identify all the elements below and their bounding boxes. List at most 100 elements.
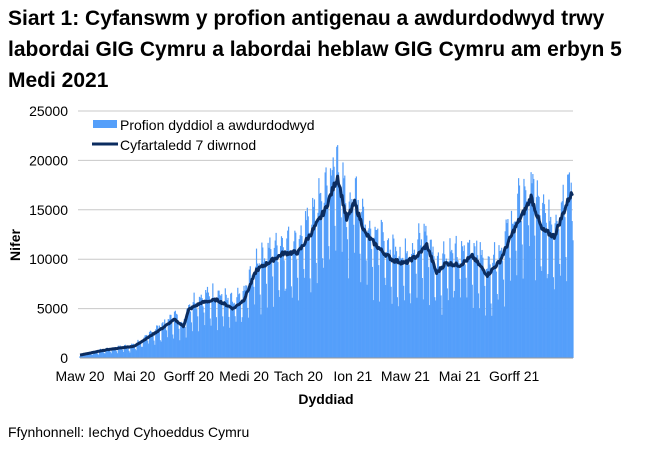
daily-bar — [259, 294, 261, 358]
daily-bar — [178, 328, 180, 358]
daily-bar — [336, 146, 338, 358]
daily-bar — [284, 290, 286, 358]
daily-bar — [126, 346, 128, 358]
daily-bar — [555, 214, 557, 358]
daily-bar — [443, 241, 445, 358]
daily-bar — [236, 297, 238, 358]
daily-bar — [244, 290, 246, 358]
daily-bar — [536, 180, 538, 358]
daily-bar — [212, 283, 214, 358]
daily-bar — [546, 278, 548, 358]
daily-bar — [313, 199, 316, 358]
daily-bar — [79, 356, 81, 358]
daily-bar — [272, 306, 275, 358]
daily-bar — [358, 220, 360, 358]
daily-bar — [299, 235, 301, 358]
daily-bar — [370, 248, 373, 358]
daily-bar — [476, 240, 478, 358]
daily-bar — [534, 235, 536, 358]
x-tick-label: Maw 20 — [55, 368, 104, 384]
daily-bar — [90, 354, 93, 358]
daily-bar — [496, 294, 498, 358]
daily-bar — [334, 225, 336, 358]
daily-bar — [185, 337, 187, 358]
daily-bar — [419, 232, 421, 358]
daily-bar — [290, 286, 292, 358]
daily-bar — [270, 249, 272, 358]
daily-bar — [347, 278, 349, 358]
daily-bar — [448, 260, 450, 358]
y-axis-label: Nifer — [7, 229, 23, 261]
daily-bar — [353, 252, 356, 358]
daily-bar — [193, 292, 195, 358]
daily-bar — [418, 223, 420, 358]
daily-bar — [521, 244, 523, 358]
daily-bar — [98, 354, 100, 358]
daily-bar — [262, 247, 264, 358]
daily-bar — [312, 206, 315, 358]
daily-bar — [519, 213, 521, 358]
daily-bar — [497, 299, 499, 358]
daily-bar — [566, 281, 568, 358]
daily-bar — [125, 346, 127, 358]
daily-bar — [133, 346, 135, 358]
daily-bar — [414, 256, 416, 358]
daily-bar — [150, 331, 152, 358]
daily-bar — [206, 286, 209, 358]
daily-bar — [279, 245, 282, 358]
daily-bar — [255, 266, 257, 358]
daily-bar — [479, 242, 481, 358]
daily-bar — [338, 183, 341, 358]
daily-bar — [318, 178, 320, 358]
daily-bar — [394, 254, 396, 358]
daily-bar — [164, 324, 167, 358]
daily-bar — [371, 266, 374, 358]
daily-bar — [234, 316, 236, 358]
daily-bar — [132, 343, 135, 358]
daily-bar — [436, 268, 438, 358]
daily-bar — [123, 351, 125, 358]
daily-bar — [425, 225, 427, 358]
daily-bar — [514, 221, 516, 358]
daily-bar — [522, 278, 524, 358]
daily-bar — [539, 215, 541, 358]
daily-bar — [310, 292, 312, 358]
daily-bar — [463, 245, 465, 358]
daily-bar — [367, 230, 369, 358]
daily-bar — [386, 251, 388, 358]
daily-bar — [342, 162, 344, 358]
daily-bar — [471, 284, 473, 358]
daily-bar — [485, 268, 488, 358]
daily-bar — [155, 329, 157, 358]
daily-bar — [454, 243, 456, 358]
daily-bar — [114, 347, 116, 358]
daily-bar — [391, 303, 393, 358]
daily-bar — [388, 258, 390, 358]
daily-bar — [372, 300, 374, 358]
daily-bar — [423, 223, 425, 358]
daily-bar — [232, 303, 234, 358]
daily-bar — [452, 297, 455, 358]
daily-bar — [562, 184, 564, 358]
daily-bar — [532, 174, 534, 358]
daily-bar — [507, 219, 509, 358]
chart-title: Siart 1: Cyfanswm y profion antigenau a … — [8, 7, 622, 92]
daily-bar — [255, 248, 258, 358]
daily-bar — [531, 183, 533, 358]
daily-bar — [374, 226, 376, 358]
daily-bar — [215, 317, 217, 358]
daily-bar — [459, 278, 461, 358]
daily-bar — [93, 350, 95, 358]
daily-bar — [287, 230, 289, 358]
daily-bar — [258, 263, 260, 358]
daily-bar — [344, 175, 346, 358]
daily-bar — [332, 157, 334, 358]
daily-bar — [406, 251, 408, 358]
daily-bar — [266, 307, 268, 358]
daily-bar — [200, 294, 202, 358]
daily-bar — [221, 294, 223, 358]
daily-bar — [268, 247, 270, 358]
daily-bar — [94, 351, 96, 358]
daily-bar — [235, 321, 237, 358]
daily-bar — [474, 246, 476, 358]
